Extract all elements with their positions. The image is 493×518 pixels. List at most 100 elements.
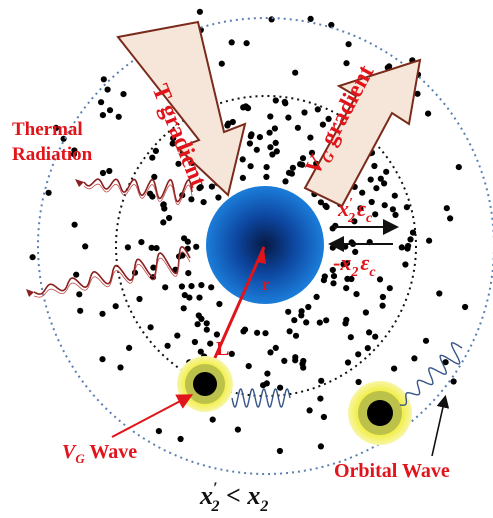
particle-dot — [367, 176, 374, 183]
orbital-wave-oscillation — [399, 342, 463, 406]
particle-dot — [53, 124, 60, 131]
particle-dot — [150, 264, 157, 271]
particle-dot — [381, 180, 388, 187]
particle-dot — [136, 295, 143, 303]
particle-dot — [443, 205, 450, 212]
particle-dot — [164, 342, 171, 349]
orbital-wave-particle-core — [367, 400, 393, 426]
particle-dot — [106, 167, 113, 175]
particle-dot — [77, 307, 84, 314]
particle-dot — [285, 114, 292, 121]
particle-dot — [126, 344, 133, 351]
particle-dot — [404, 245, 411, 252]
particle-dot — [353, 291, 360, 298]
particle-dot — [377, 175, 384, 182]
particle-dot — [272, 344, 279, 351]
particle-dot — [269, 151, 276, 158]
particle-dot — [228, 350, 235, 357]
particle-dot — [266, 129, 273, 136]
particle-dot — [436, 290, 443, 297]
particle-dot — [343, 316, 350, 323]
particle-dot — [320, 413, 327, 421]
vg-wave-label: VG Wave — [62, 441, 137, 466]
particle-dot — [191, 338, 198, 346]
particle-dot — [177, 435, 184, 443]
particle-dot — [218, 60, 225, 67]
particle-dot — [386, 285, 393, 292]
particle-dot — [402, 261, 409, 268]
particle-dot — [160, 219, 167, 226]
particle-dot — [411, 355, 418, 362]
particle-dot — [364, 345, 371, 352]
particle-dot — [320, 277, 327, 284]
particle-dot — [292, 357, 299, 364]
particle-dot — [82, 243, 89, 250]
particle-dot — [281, 357, 288, 364]
particle-dot — [99, 169, 107, 177]
particle-dot — [344, 260, 351, 267]
particle-dot — [225, 120, 232, 127]
particle-dot — [329, 266, 336, 274]
particle-dot — [245, 363, 252, 370]
particle-dot — [149, 154, 156, 161]
particle-dot — [272, 139, 279, 146]
particle-dot — [323, 317, 330, 324]
particle-dot — [372, 333, 379, 340]
particle-dot — [239, 174, 246, 181]
outward-flux-label: x′ 2εc — [337, 196, 373, 226]
particle-dot — [180, 305, 187, 312]
particle-dot — [247, 163, 254, 170]
particle-dot — [450, 378, 457, 385]
particle-dot — [193, 243, 200, 250]
particle-dot — [188, 283, 195, 290]
particle-dot — [213, 331, 220, 338]
particle-dot — [267, 144, 274, 151]
particle-dot — [184, 238, 191, 245]
particle-dot — [328, 21, 335, 29]
vg-wave-pointer — [111, 394, 194, 438]
particle-dot — [298, 312, 305, 319]
particle-dot — [330, 280, 337, 287]
particle-dot — [352, 248, 359, 255]
orbital-wave-label: Orbital Wave — [334, 460, 450, 482]
central-core-sphere — [206, 186, 324, 304]
inward-flux-label: -x2εc — [333, 250, 376, 280]
particle-dot — [148, 244, 155, 251]
particle-dot — [166, 214, 173, 222]
particle-dot — [194, 321, 201, 328]
particle-dot — [267, 113, 274, 120]
particle-dot — [162, 284, 169, 291]
particle-dot — [215, 194, 222, 201]
thermal-radiation-wave-lower-shadow — [33, 251, 191, 298]
particle-dot — [181, 292, 188, 299]
particle-dot — [376, 276, 384, 283]
particle-dot — [317, 443, 324, 450]
particle-dot — [391, 365, 398, 372]
particle-dot — [291, 317, 298, 324]
particle-dot — [425, 110, 432, 117]
particle-dot — [355, 378, 362, 386]
particle-dot — [147, 190, 154, 197]
particle-dot — [281, 98, 288, 106]
particle-dot — [155, 428, 162, 435]
particle-dot — [256, 134, 263, 141]
particle-dot — [322, 202, 329, 209]
particle-dot — [106, 107, 114, 114]
particle-dot — [379, 293, 386, 301]
particle-dot — [260, 382, 267, 389]
particle-dot — [414, 90, 421, 97]
particle-dot — [373, 185, 380, 192]
particle-dot — [357, 205, 364, 212]
particle-dot — [71, 221, 78, 228]
particle-dot — [198, 315, 205, 322]
thermal-wave-arrowhead-upper — [75, 179, 84, 187]
particle-dot — [300, 357, 307, 365]
particle-dot — [372, 211, 379, 218]
particle-dot — [185, 270, 192, 277]
particle-dot — [262, 330, 269, 337]
particle-dot — [343, 60, 350, 67]
particle-dot — [239, 156, 246, 163]
particle-dot — [422, 337, 430, 344]
particle-dot — [124, 244, 131, 251]
